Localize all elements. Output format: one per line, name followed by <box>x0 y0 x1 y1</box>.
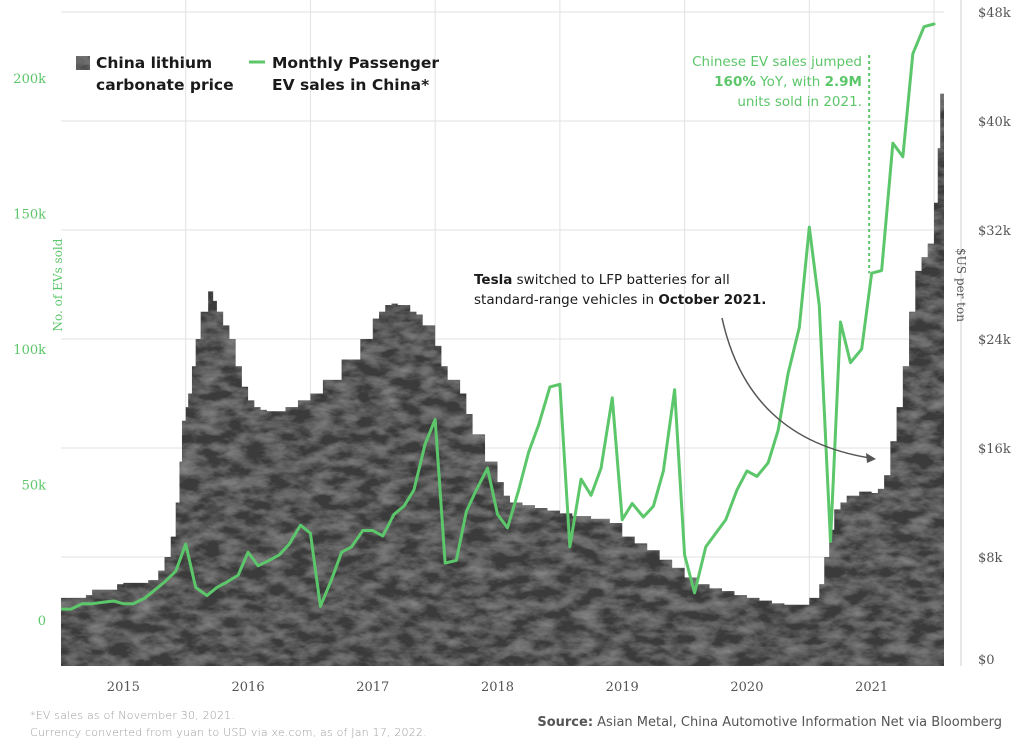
annotation-span: 160% <box>714 74 756 90</box>
legend-price-swatch <box>76 56 90 70</box>
right-axis-title: $US per ton <box>954 248 968 322</box>
annotation-ev-line1: Chinese EV sales jumped <box>692 54 862 70</box>
footnote-currency: Currency converted from yuan to USD via … <box>30 726 427 739</box>
annotation-arrowhead-tesla <box>866 453 876 463</box>
left-tick-label: 0 <box>38 614 46 629</box>
x-tick-label: 2019 <box>606 680 639 695</box>
annotation-arrow-tesla <box>721 317 871 459</box>
right-tick-label: $24k <box>978 333 1011 348</box>
annotation-span: YoY, with <box>756 74 825 90</box>
x-tick-label: 2016 <box>232 680 265 695</box>
left-tick-label: 100k <box>13 343 46 358</box>
legend-price-label-1: China lithium <box>96 54 212 72</box>
x-tick-label: 2018 <box>481 680 514 695</box>
annotation-span: 2.9M <box>825 74 862 90</box>
legend-ev-label-1: Monthly Passenger <box>272 54 439 72</box>
lithium-price-area <box>61 52 944 666</box>
annotation-span: units sold in 2021. <box>737 94 862 110</box>
x-tick-label: 2020 <box>730 680 763 695</box>
left-axis-title: No. of EVs sold <box>51 238 65 331</box>
source-text: Asian Metal, China Automotive Informatio… <box>593 715 1002 730</box>
legend-price-label-2: carbonate price <box>96 76 234 94</box>
annotation-ev-line3: units sold in 2021. <box>737 94 862 110</box>
annotation-span: standard-range vehicles in <box>474 292 658 308</box>
legend-ev-label-2: EV sales in China* <box>272 76 429 94</box>
right-tick-label: $8k <box>978 551 1003 566</box>
annotation-span: Chinese EV sales jumped <box>692 54 862 70</box>
right-tick-label: $40k <box>978 115 1011 130</box>
x-tick-label: 2015 <box>107 680 140 695</box>
x-tick-label: 2017 <box>356 680 389 695</box>
annotation-span: October 2021. <box>658 292 766 308</box>
right-tick-label: $0 <box>978 653 995 668</box>
annotation-tesla-line2: standard-range vehicles in October 2021. <box>474 292 766 308</box>
right-tick-label: $16k <box>978 442 1011 457</box>
left-tick-label: 50k <box>22 479 47 494</box>
left-tick-label: 150k <box>13 208 46 223</box>
ev-sales-line <box>61 22 936 611</box>
source-label: Source: <box>537 715 594 730</box>
annotation-ev-line2: 160% YoY, with 2.9M <box>714 74 862 90</box>
right-tick-label: $32k <box>978 224 1011 239</box>
left-tick-label: 200k <box>13 72 46 87</box>
source-credit: Source: Asian Metal, China Automotive In… <box>537 715 1002 730</box>
annotation-span: switched to LFP batteries for all <box>512 272 729 288</box>
annotation-span: Tesla <box>474 272 512 288</box>
footnote-ev-sales: *EV sales as of November 30, 2021. <box>30 709 236 722</box>
annotation-tesla-line1: Tesla switched to LFP batteries for all <box>474 272 730 288</box>
x-tick-label: 2021 <box>855 680 888 695</box>
right-tick-label: $48k <box>978 6 1011 21</box>
